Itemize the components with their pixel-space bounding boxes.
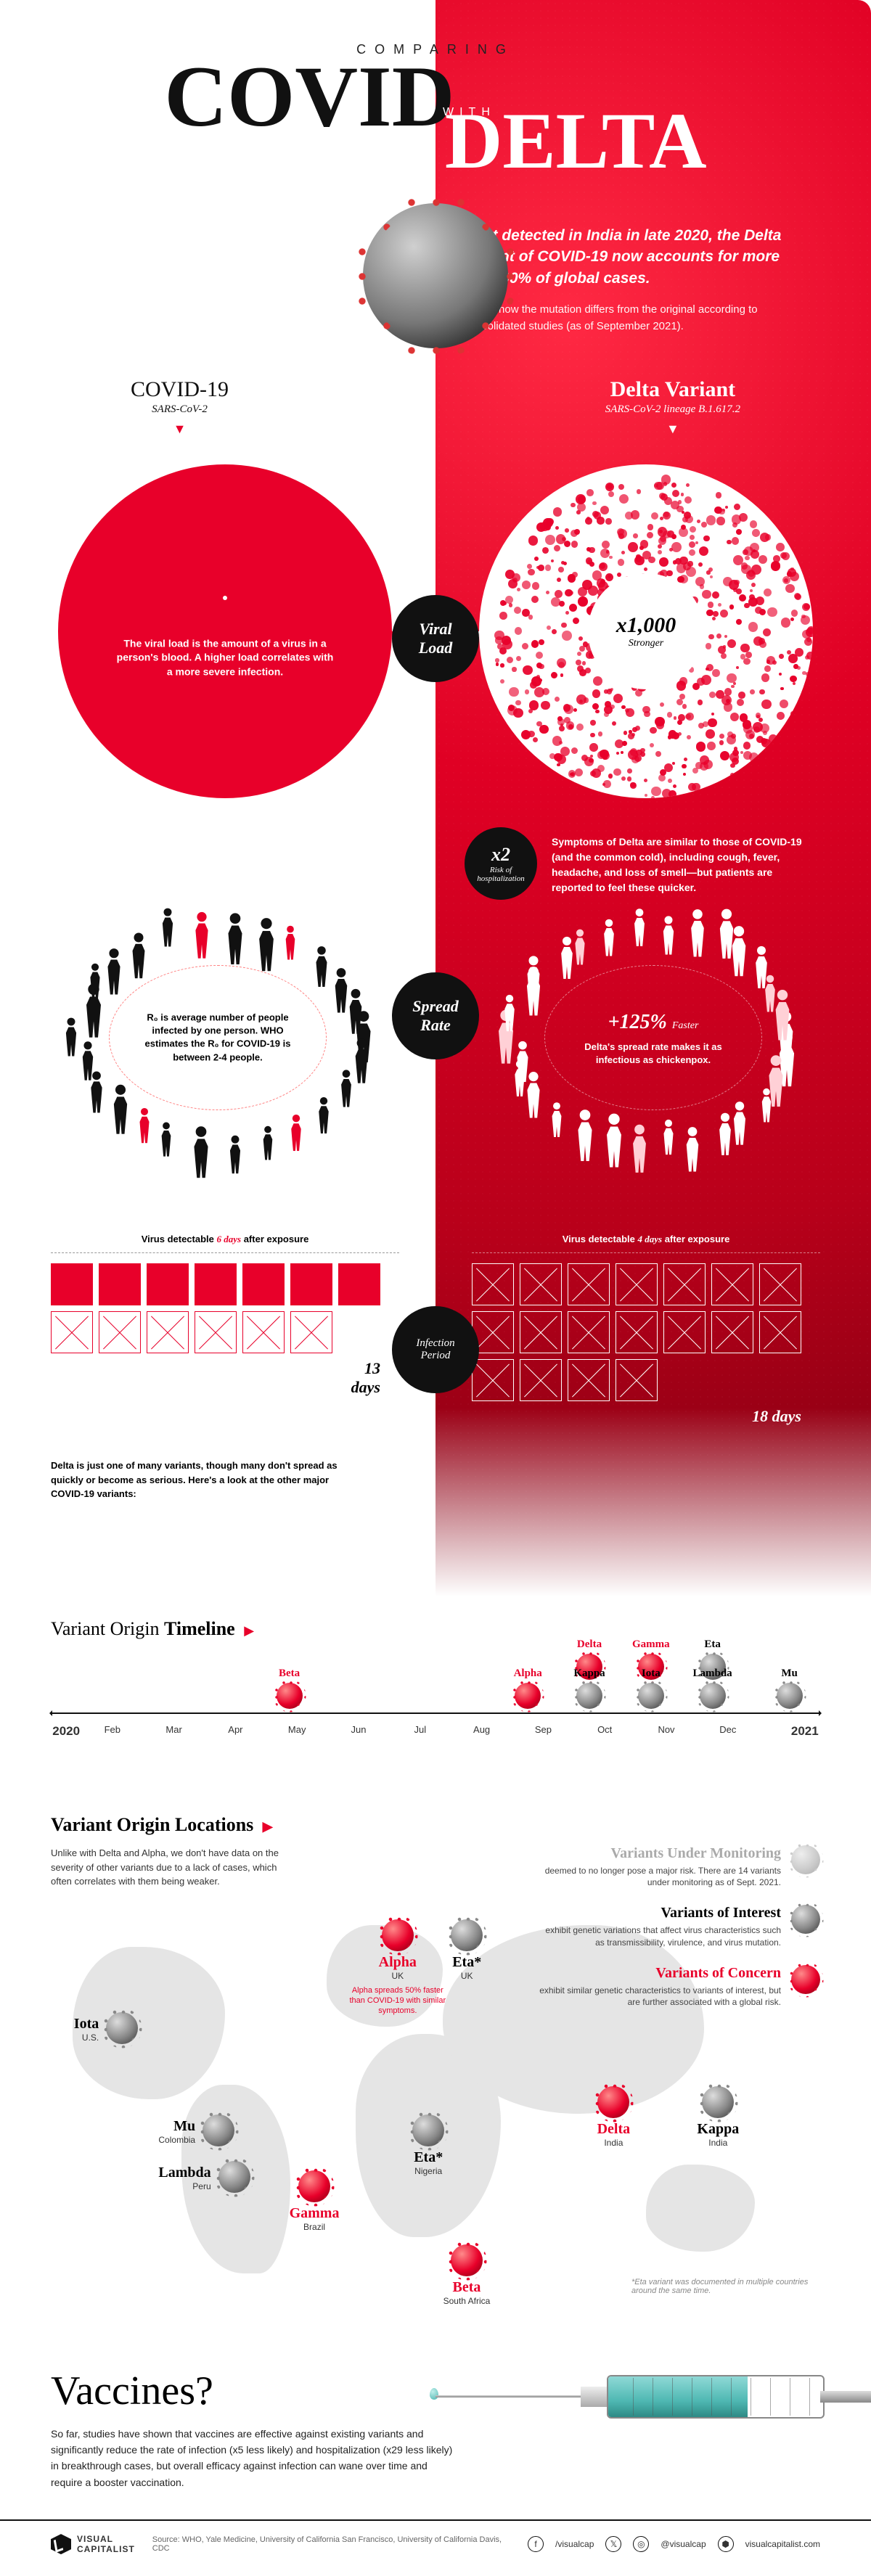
triangle-icon: ▶ (241, 1623, 254, 1638)
instagram-icon[interactable]: ◎ (633, 2536, 649, 2552)
fade (0, 1408, 871, 1596)
social-links: f/visualcap 𝕏◎@visualcap ⬢visualcapitali… (528, 2536, 820, 2552)
hospitalization-text: Symptoms of Delta are similar to those o… (552, 834, 813, 895)
viral-load-right-circle: x1,000 Stronger (479, 464, 813, 798)
eta-footnote: *Eta variant was documented in multiple … (631, 2278, 820, 2295)
timeline-title: Variant Origin Timeline ▶ (51, 1618, 820, 1640)
main-title: COMPARING COVID DELTA WITH (0, 42, 871, 177)
viral-load-badge: Viral Load (392, 595, 479, 682)
spread-people-left: R₀ is average number of people infected … (44, 893, 392, 1183)
facebook-icon[interactable]: f (528, 2536, 544, 2552)
map-legend: Variants Under Monitoringdeemed to no lo… (537, 1845, 820, 2025)
infographic-root: COMPARING COVID DELTA WITH First detecte… (0, 0, 871, 2576)
viral-load-left-text: The viral load is the amount of a virus … (116, 636, 334, 679)
spread-people-right: +125% Faster Delta's spread rate makes i… (479, 893, 827, 1183)
virus-3d-icon (348, 189, 523, 363)
viral-load-left-circle: The viral load is the amount of a virus … (58, 464, 392, 798)
web-icon[interactable]: ⬢ (718, 2536, 734, 2552)
hero-section: COMPARING COVID DELTA WITH First detecte… (0, 0, 871, 1596)
spread-right-caption: +125% Faster Delta's spread rate makes i… (566, 1008, 740, 1067)
timeline-section: Variant Origin Timeline ▶ 2020FebMarAprM… (0, 1596, 871, 1785)
infection-period-left: Virus detectable 6 days after exposure 1… (51, 1234, 399, 1397)
delta-lineage: SARS-CoV-2 lineage B.1.617.2 (605, 403, 740, 416)
logo-hex-icon (51, 2534, 71, 2554)
footer: VISUALCAPITALIST Source: WHO, Yale Medic… (0, 2519, 871, 2576)
vaccines-body: So far, studies have shown that vaccines… (51, 2426, 457, 2491)
triangle-icon: ▼ (605, 422, 740, 437)
triangle-icon: ▼ (131, 422, 229, 437)
spread-rate-badge: Spread Rate (392, 972, 479, 1059)
spread-left-caption: R₀ is average number of people infected … (131, 1012, 305, 1065)
viral-load-label: Stronger (588, 638, 704, 649)
brand-logo: VISUALCAPITALIST (51, 2534, 135, 2554)
world-map: Variants Under Monitoringdeemed to no lo… (51, 1845, 820, 2310)
viral-load-multiplier: x1,000 (588, 613, 704, 638)
delta-label: Delta Variant SARS-CoV-2 lineage B.1.617… (605, 377, 740, 437)
variant-intro-text: Delta is just one of many variants, thou… (51, 1459, 341, 1501)
map-section: Variant Origin Locations ▶ Unlike with D… (0, 1785, 871, 2353)
map-title: Variant Origin Locations ▶ (51, 1814, 820, 1836)
source-text: Source: WHO, Yale Medicine, University o… (152, 2535, 510, 2553)
infection-period-right: Virus detectable 4 days after exposure 1… (472, 1234, 820, 1426)
covid-name: COVID-19 (131, 377, 229, 402)
twitter-icon[interactable]: 𝕏 (605, 2536, 621, 2552)
covid-label: COVID-19 SARS-CoV-2 ▼ (131, 377, 229, 437)
delta-name: Delta Variant (605, 377, 740, 402)
vaccines-section: Vaccines? So far, studies have shown tha… (0, 2353, 871, 2520)
timeline-axis: 2020FebMarAprMayJunJulAugSepOctNovDec202… (51, 1654, 820, 1756)
title-covid: COVID (164, 57, 454, 136)
triangle-icon: ▶ (259, 1819, 272, 1834)
covid-lineage: SARS-CoV-2 (131, 403, 229, 416)
syringe-icon (436, 2331, 871, 2462)
hospitalization-badge: x2 Risk of hospitalization (465, 827, 537, 900)
title-with: WITH (443, 106, 496, 119)
infection-period-badge: Infection Period (392, 1306, 479, 1393)
